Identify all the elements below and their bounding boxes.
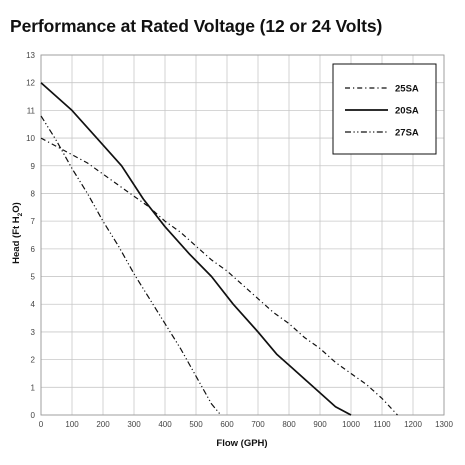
y-tick-label: 3: [31, 328, 36, 337]
plot-frame: [40, 54, 445, 416]
y-tick-label: 0: [31, 411, 36, 420]
y-tick-label: 4: [31, 300, 36, 309]
chart-title: Performance at Rated Voltage (12 or 24 V…: [10, 16, 383, 36]
x-tick-label: 1000: [342, 420, 360, 429]
y-axis-label: Head (Ft H2O): [11, 202, 24, 264]
y-tick-label: 6: [31, 245, 36, 254]
x-tick-label: 1100: [373, 420, 391, 429]
x-tick-label: 200: [96, 420, 110, 429]
y-tick-label: 5: [31, 273, 36, 282]
y-tick-label: 2: [31, 356, 36, 365]
y-axis-label-main: Head (Ft H: [11, 216, 22, 264]
x-tick-label: 400: [158, 420, 172, 429]
legend-box: [332, 63, 437, 155]
series-line-25sa: [40, 137, 398, 416]
x-tick-label: 500: [189, 420, 203, 429]
y-axis-label-tail: O): [11, 202, 22, 213]
series-lines: [40, 82, 398, 416]
legend-label-20sa: 20SA: [395, 106, 419, 117]
x-tick-label: 600: [220, 420, 234, 429]
x-tick-label: 1300: [435, 420, 453, 429]
y-tick-label: 8: [31, 189, 36, 198]
x-tick-labels: 0 100 200 300 400 500 600 700 800 900 1000 1100 1200…: [39, 420, 454, 429]
series-line-27sa: [40, 115, 222, 416]
x-tick-label: 800: [282, 420, 296, 429]
y-tick-label: 10: [26, 134, 35, 143]
y-axis-label-subscript: 2: [17, 212, 24, 216]
x-tick-label: 100: [65, 420, 79, 429]
legend-label-27sa: 27SA: [395, 128, 419, 139]
y-tick-label: 13: [26, 51, 35, 60]
x-tick-label: 1200: [404, 420, 422, 429]
y-tick-label: 1: [31, 383, 36, 392]
legend-label-25sa: 25SA: [395, 84, 419, 95]
y-tick-label: 12: [26, 79, 35, 88]
y-tick-label: 7: [31, 217, 36, 226]
legend: 25SA 20SA 27SA: [332, 63, 437, 155]
series-line-20sa: [40, 82, 352, 416]
x-axis-label: Flow (GPH): [216, 438, 267, 449]
y-tick-label: 9: [31, 162, 36, 171]
x-tick-label: 900: [313, 420, 327, 429]
x-tick-label: 300: [127, 420, 141, 429]
x-tick-label: 700: [251, 420, 265, 429]
x-tick-label: 0: [39, 420, 44, 429]
y-tick-label: 11: [27, 106, 36, 115]
